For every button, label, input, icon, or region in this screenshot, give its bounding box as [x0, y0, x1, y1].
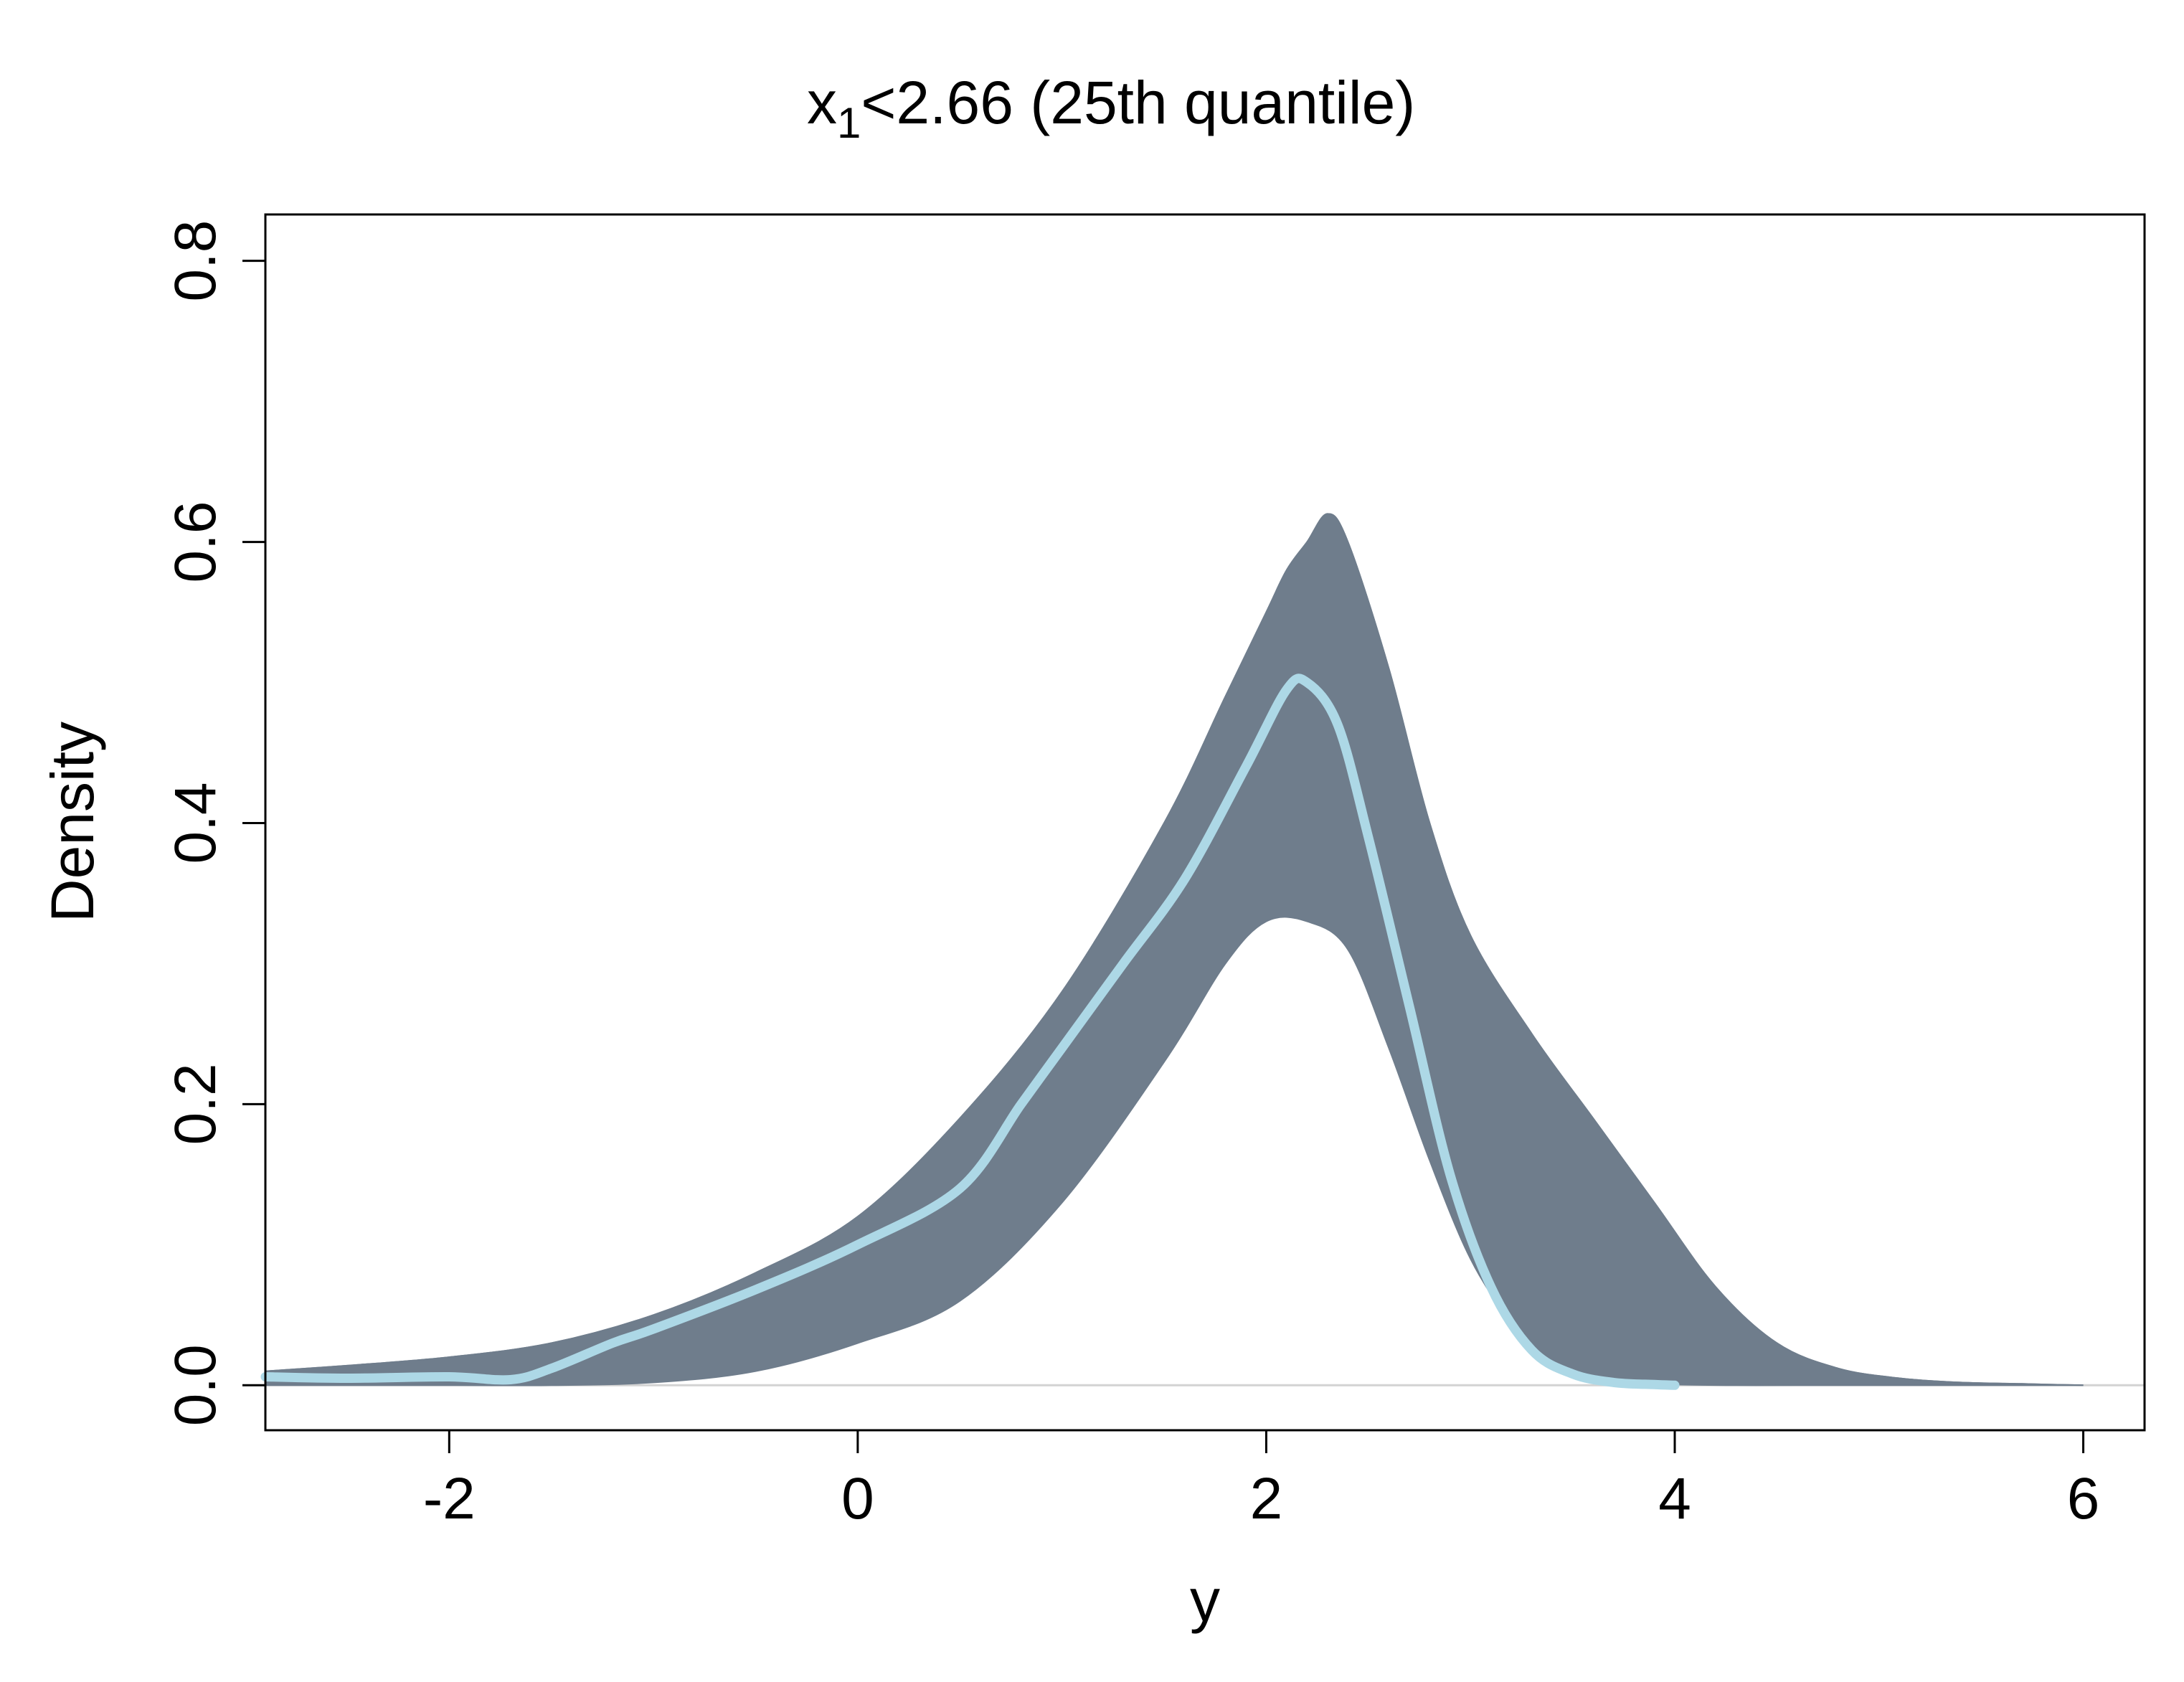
band-upper-line: [265, 513, 2084, 1386]
x-tick-label: 6: [2067, 1466, 2100, 1531]
y-axis-label: Density: [39, 722, 106, 922]
x-axis: -2 0 2 4 6: [423, 1430, 2100, 1531]
highlight-density-line: [260, 674, 1680, 1390]
x-tick-label: 2: [1250, 1466, 1283, 1531]
title-main: x: [807, 69, 837, 136]
x-tick-label: 0: [841, 1466, 874, 1531]
y-tick-label: 0.6: [163, 501, 228, 583]
title-rest: <2.66 (25th quantile): [861, 69, 1415, 136]
plot-area: [260, 513, 2145, 1390]
chart-title: x1<2.66 (25th quantile): [807, 69, 1415, 147]
y-tick-label: 0.8: [163, 220, 228, 302]
x-tick-label: 4: [1658, 1466, 1691, 1531]
density-band: [265, 513, 2084, 1386]
title-subscript: 1: [837, 99, 861, 147]
y-tick-label: 0.0: [163, 1344, 228, 1426]
y-tick-label: 0.2: [163, 1063, 228, 1145]
y-tick-label: 0.4: [163, 782, 228, 864]
x-axis-label: y: [1190, 1567, 1220, 1634]
y-axis: 0.0 0.2 0.4 0.6 0.8: [163, 220, 265, 1426]
x-tick-label: -2: [423, 1466, 476, 1531]
